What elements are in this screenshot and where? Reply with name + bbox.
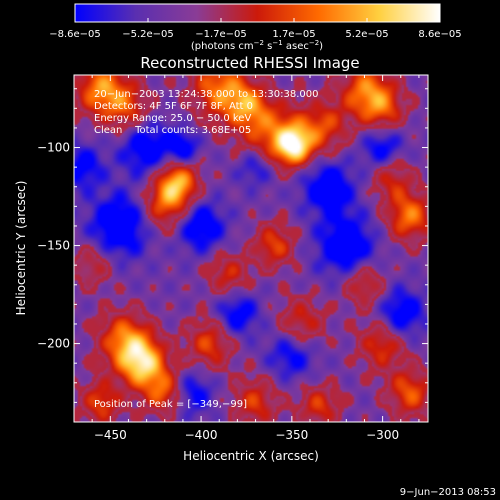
x-tick-label: −400: [185, 428, 218, 442]
colorbar-ticks: −8.6e−05 −5.2e−05 −1.7e−05 1.7e−05 5.2e−05 8.…: [49, 18, 462, 40]
y-axis-label: Heliocentric Y (arcsec): [14, 181, 28, 316]
plot-frame: [73, 74, 429, 423]
colorbar-tick-label: −5.2e−05: [122, 29, 174, 40]
y-axis-ticks: −100 −150 −200: [37, 88, 428, 403]
annotations: 20−Jun−2003 13:24:38.000 to 13:30:38.000…: [94, 89, 319, 410]
y-tick-label: −100: [37, 141, 70, 155]
colorbar-tick-label: −8.6e−05: [49, 29, 101, 40]
chart-title: Reconstructed RHESSI Image: [140, 54, 359, 72]
y-tick-label: −150: [37, 239, 70, 253]
colorbar: [74, 3, 441, 23]
colorbar-tick-label: 5.2e−05: [345, 29, 388, 40]
x-tick-label: −450: [94, 428, 127, 442]
x-tick-label: −300: [366, 428, 399, 442]
colorbar-tick-label: 1.7e−05: [272, 29, 315, 40]
annotation-peak-position: Position of Peak = [−349,−99]: [94, 399, 247, 410]
annotation-detectors: Detectors: 4F 5F 6F 7F 8F, Att 0: [94, 101, 253, 112]
heatmap-image: [74, 75, 428, 422]
x-tick-label: −350: [275, 428, 308, 442]
x-axis-ticks: −450 −400 −350 −300: [91, 75, 420, 442]
y-tick-label: −200: [37, 337, 70, 351]
annotation-energy-range: Energy Range: 25.0 − 50.0 keV: [94, 113, 251, 124]
footer-timestamp: 9−Jun−2013 08:53: [400, 487, 496, 498]
annotation-clean-counts: Clean Total counts: 3.68E+05: [94, 125, 251, 136]
colorbar-tick-label: −1.7e−05: [195, 29, 247, 40]
annotation-time-range: 20−Jun−2003 13:24:38.000 to 13:30:38.000: [94, 89, 319, 100]
colorbar-tick-label: 8.6e−05: [418, 29, 461, 40]
x-axis-label: Heliocentric X (arcsec): [183, 449, 319, 463]
colorbar-unit-label: (photons cm−2 s−1 asec−2): [191, 39, 323, 52]
